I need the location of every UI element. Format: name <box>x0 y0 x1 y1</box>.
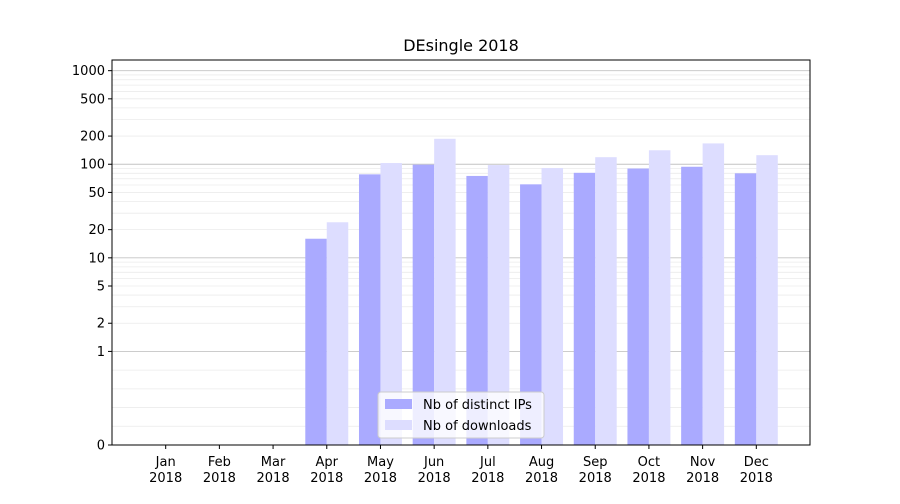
x-tick-label-month: Oct <box>638 455 660 470</box>
x-tick-label-year: 2018 <box>257 471 290 486</box>
x-tick-label-month: Nov <box>690 455 716 470</box>
legend-box <box>377 391 545 439</box>
y-tick-label: 5 <box>97 280 105 295</box>
y-tick-label: 500 <box>80 92 105 107</box>
x-tick-label-month: Jan <box>155 455 176 470</box>
y-tick-label: 100 <box>80 158 105 173</box>
bars <box>305 138 778 446</box>
bar-downloads <box>326 222 349 445</box>
x-tick-label-month: Apr <box>316 455 339 470</box>
y-axis: 0 1 2 5 10 20 50 100 200 500 1000 <box>72 64 112 454</box>
bar-distinct-ips <box>734 173 757 445</box>
bar-distinct-ips <box>627 168 649 445</box>
bar-downloads <box>702 143 725 446</box>
legend-label: Nb of distinct IPs <box>423 398 532 413</box>
x-tick-label-month: Mar <box>261 455 286 470</box>
x-tick-label-month: Feb <box>208 455 231 470</box>
y-tick-label: 1000 <box>72 64 105 79</box>
x-tick-label-year: 2018 <box>686 471 719 486</box>
y-tick-label: 200 <box>80 130 105 145</box>
bar-distinct-ips <box>520 184 542 445</box>
x-tick-label-month: Aug <box>529 455 554 470</box>
chart-title: DEsingle 2018 <box>403 36 519 55</box>
bar-downloads <box>648 150 671 445</box>
x-tick-label-year: 2018 <box>632 471 665 486</box>
legend-swatch <box>385 399 412 409</box>
x-tick-label-month: May <box>367 455 394 470</box>
bar-downloads <box>434 138 456 445</box>
y-tick-label: 50 <box>88 186 105 201</box>
x-tick-label-year: 2018 <box>149 471 182 486</box>
bar-distinct-ips <box>466 175 488 445</box>
legend-label: Nb of downloads <box>423 419 532 434</box>
y-tick-label: 0 <box>97 439 105 454</box>
x-tick-label-year: 2018 <box>525 471 558 486</box>
bar-distinct-ips <box>412 164 435 445</box>
bar-distinct-ips <box>358 174 381 445</box>
bar-distinct-ips <box>573 172 596 445</box>
bar-downloads <box>487 165 510 445</box>
bar-downloads <box>380 163 402 445</box>
x-tick-label-year: 2018 <box>740 471 773 486</box>
y-tick-label: 2 <box>97 317 105 332</box>
plot-frame <box>111 59 811 446</box>
x-tick-label-year: 2018 <box>310 471 343 486</box>
x-tick-label-month: Jun <box>423 455 444 470</box>
x-tick-label-year: 2018 <box>364 471 397 486</box>
bar-distinct-ips <box>681 166 703 446</box>
y-tick-label: 20 <box>88 223 105 238</box>
y-tick-label: 10 <box>88 251 105 266</box>
x-tick-label-year: 2018 <box>579 471 612 486</box>
bar-downloads <box>756 155 778 445</box>
x-axis: Jan2018Feb2018Mar2018Apr2018May2018Jun20… <box>149 445 773 486</box>
legend: Nb of distinct IPs Nb of downloads <box>377 391 545 439</box>
bar-downloads <box>541 168 564 445</box>
bar-distinct-ips <box>305 238 327 445</box>
x-tick-label-year: 2018 <box>203 471 236 486</box>
bar-downloads <box>595 157 617 445</box>
x-tick-label-month: Jul <box>479 455 496 470</box>
x-tick-label-month: Sep <box>583 455 608 470</box>
x-tick-label-year: 2018 <box>471 471 504 486</box>
x-tick-label-month: Dec <box>744 455 769 470</box>
y-tick-label: 1 <box>97 345 105 360</box>
legend-swatch <box>385 420 412 430</box>
x-tick-label-year: 2018 <box>418 471 451 486</box>
